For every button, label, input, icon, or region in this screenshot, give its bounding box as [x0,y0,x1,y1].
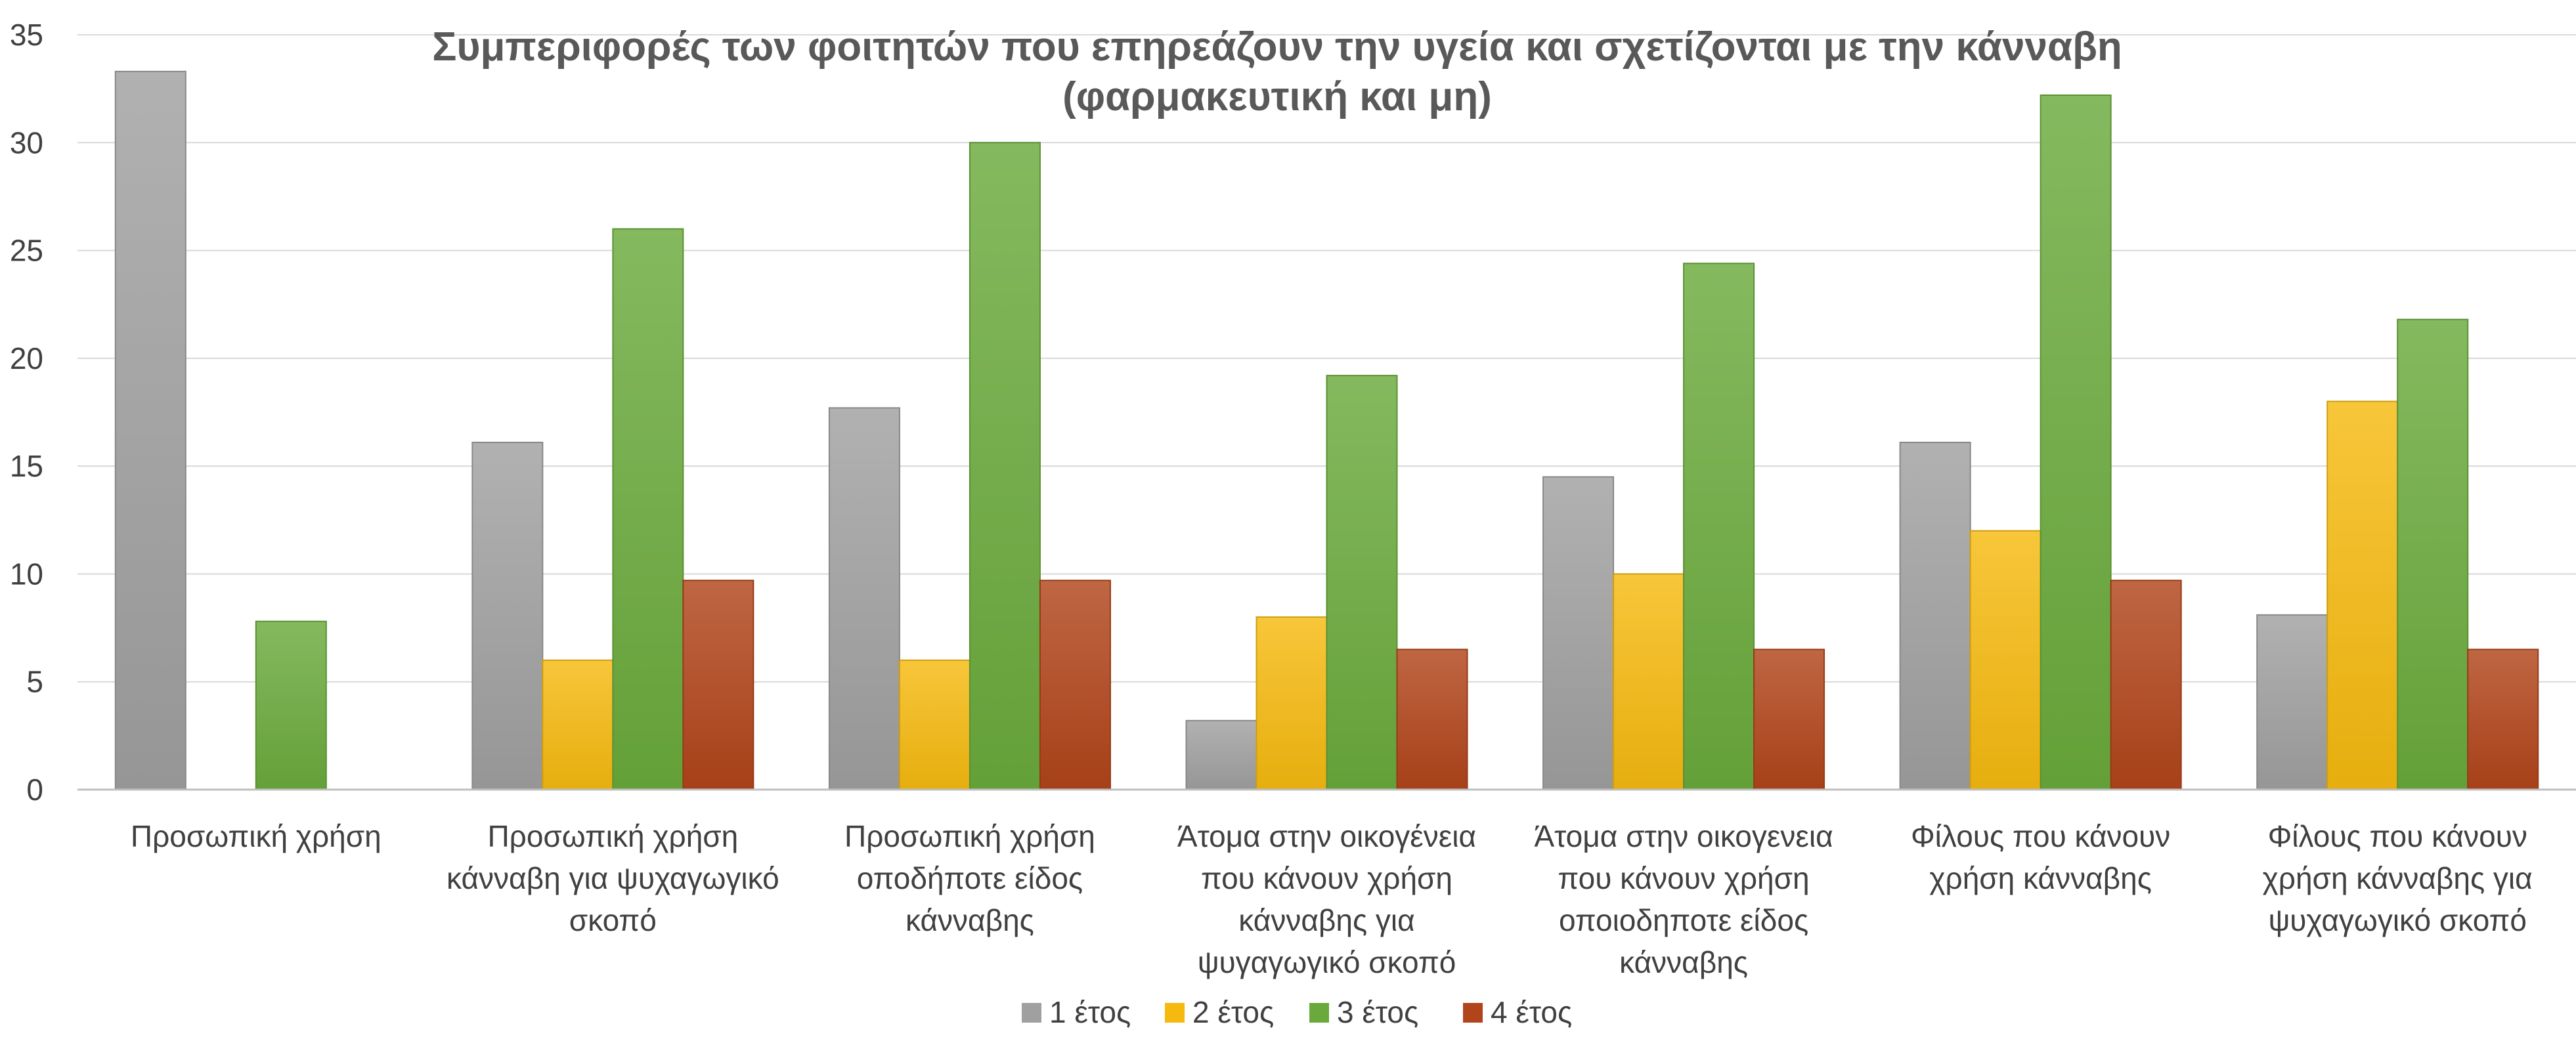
bar [898,659,971,790]
chart-title: Συμπεριφορές των φοιτητών που επηρεάζουν… [432,24,2122,119]
bar [682,580,754,790]
bar [1185,719,1257,791]
legend-swatch [1022,1003,1041,1023]
bar [1683,263,1755,790]
bar [1255,616,1328,791]
y-tick-label: 25 [10,234,43,268]
bar [828,407,900,790]
bar [969,142,1041,791]
bar [2467,648,2539,791]
y-tick-label: 15 [10,449,43,483]
y-tick-label: 35 [10,18,43,52]
bar [1326,375,1398,790]
bar [2040,95,2112,790]
y-tick-label: 0 [26,773,43,807]
bar [1613,573,1685,791]
legend-label: 3 έτος [1337,995,1418,1029]
axis-layer: 0 5 10 15 20 25 30 35 Προσωπική χρήση Προσωπική χ… [10,18,2576,979]
bar [1753,648,1825,791]
legend-swatch [1165,1003,1185,1023]
chart-title-text: Συμπεριφορές των φοιτητών που επηρεάζουν… [432,24,2122,119]
x-category-label: Φίλους που κάνουν χρήση κάνναβης [1911,819,2170,895]
bar [1039,580,1111,790]
y-tick-label: 20 [10,341,43,375]
bar [2397,318,2469,790]
x-category-label: Προσωπική χρήση κάνναβη για ψυχαγωγικό σκο… [447,819,779,937]
x-category-label: Άτομα στην οικογένεια που κάνουν χρήση κάν… [1177,819,1476,979]
bar [1969,530,2041,790]
y-tick-label: 10 [10,557,43,591]
bar [1396,648,1468,791]
y-tick-label: 5 [26,665,43,699]
bar [255,620,327,790]
bar [471,442,544,790]
legend-label: 4 έτος [1491,995,1572,1029]
bar [612,228,684,790]
x-category-label: Φίλους που κάνουν χρήση κάνναβης για ψυχαγ… [2263,819,2533,937]
x-category-label: Προσωπική χρήση οποδήποτε είδος κάνναβης [844,819,1095,937]
bars-layer [114,70,2539,791]
bar [114,70,186,790]
x-category-label: Άτομα στην οικογενεια που κάνουν χρήση οπο… [1534,819,1833,979]
y-tick-label: 30 [10,125,43,159]
x-category-label: Προσωπική χρήση [131,819,382,853]
bar [1899,442,1971,790]
legend-swatch [1309,1003,1329,1023]
legend-label: 2 έτος [1192,995,1274,1029]
legend: 1 έτος 2 έτος 3 έτος 4 έτος [1022,995,1572,1029]
bar [1542,476,1615,790]
bar [542,659,614,790]
legend-label: 1 έτος [1049,995,1131,1029]
bar [2110,580,2182,790]
legend-swatch [1463,1003,1483,1023]
bar [2326,400,2399,790]
bar [2256,614,2328,790]
